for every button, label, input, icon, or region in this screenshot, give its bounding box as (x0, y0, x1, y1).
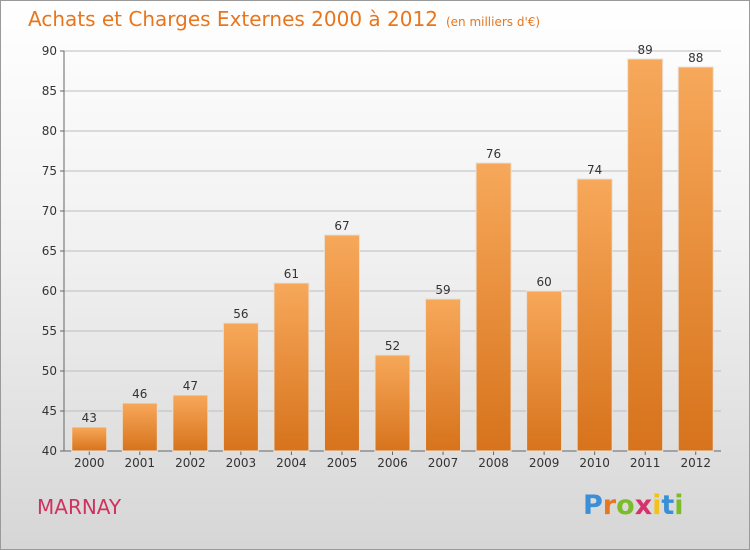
x-tick-label-2005: 2005 (327, 456, 358, 470)
logo-letter: x (634, 490, 653, 521)
y-tick-label: 70 (42, 204, 57, 218)
value-label-2012: 88 (688, 51, 703, 65)
value-label-2010: 74 (587, 163, 602, 177)
x-tick-label-2011: 2011 (630, 456, 661, 470)
bar-2001 (121, 402, 158, 452)
y-tick-label: 80 (42, 124, 57, 138)
x-tick-label-2004: 2004 (276, 456, 307, 470)
logo-letter: i (652, 490, 662, 521)
logo-letter: i (674, 490, 684, 521)
x-tick-label-2012: 2012 (680, 456, 711, 470)
x-tick-label-2002: 2002 (175, 456, 206, 470)
value-label-2004: 61 (284, 267, 299, 281)
logo-letter: r (602, 490, 617, 521)
value-label-2002: 47 (183, 379, 198, 393)
y-tick-label: 50 (42, 364, 57, 378)
y-tick-label: 90 (42, 44, 57, 58)
proxiti-logo: Proxiti (583, 490, 684, 521)
y-tick-label: 60 (42, 284, 57, 298)
value-label-2003: 56 (233, 307, 248, 321)
value-label-2011: 89 (638, 43, 653, 57)
x-tick-label-2000: 2000 (74, 456, 105, 470)
value-label-2007: 59 (435, 283, 450, 297)
x-tick-label-2009: 2009 (529, 456, 560, 470)
x-tick-label-2006: 2006 (377, 456, 408, 470)
chart-title-text: Achats et Charges Externes 2000 à 2012 (28, 7, 438, 31)
bar-2010 (576, 178, 613, 452)
y-tick-label: 40 (42, 444, 57, 458)
y-tick-label: 55 (42, 324, 57, 338)
bar-2003 (222, 322, 259, 452)
x-tick-label-2010: 2010 (579, 456, 610, 470)
logo-letter: P (583, 490, 603, 521)
bar-2004 (273, 282, 310, 452)
city-name: MARNAY (37, 495, 122, 519)
value-label-2001: 46 (132, 387, 147, 401)
bar-2000 (71, 426, 108, 452)
bar-2006 (374, 354, 411, 452)
y-tick-label: 85 (42, 84, 57, 98)
logo-letter: o (616, 490, 635, 521)
bar-2007 (425, 298, 462, 452)
bar-2008 (475, 162, 512, 452)
bar-2005 (323, 234, 360, 452)
value-label-2000: 43 (82, 411, 97, 425)
bar-2011 (627, 58, 664, 452)
bar-2002 (172, 394, 209, 452)
bar-2009 (526, 290, 563, 452)
value-label-2008: 76 (486, 147, 501, 161)
y-tick-label: 75 (42, 164, 57, 178)
bar-2012 (677, 66, 714, 452)
value-label-2005: 67 (334, 219, 349, 233)
y-tick-label: 45 (42, 404, 57, 418)
x-tick-label-2003: 2003 (226, 456, 257, 470)
y-tick-label: 65 (42, 244, 57, 258)
x-tick-label-2007: 2007 (428, 456, 459, 470)
value-label-2006: 52 (385, 339, 400, 353)
x-tick-label-2008: 2008 (478, 456, 509, 470)
chart-title: Achats et Charges Externes 2000 à 2012 (e… (28, 7, 540, 31)
logo-letter: t (661, 490, 675, 521)
chart-subtitle: (en milliers d'€) (445, 15, 541, 29)
value-label-2009: 60 (536, 275, 551, 289)
x-tick-label-2001: 2001 (125, 456, 156, 470)
